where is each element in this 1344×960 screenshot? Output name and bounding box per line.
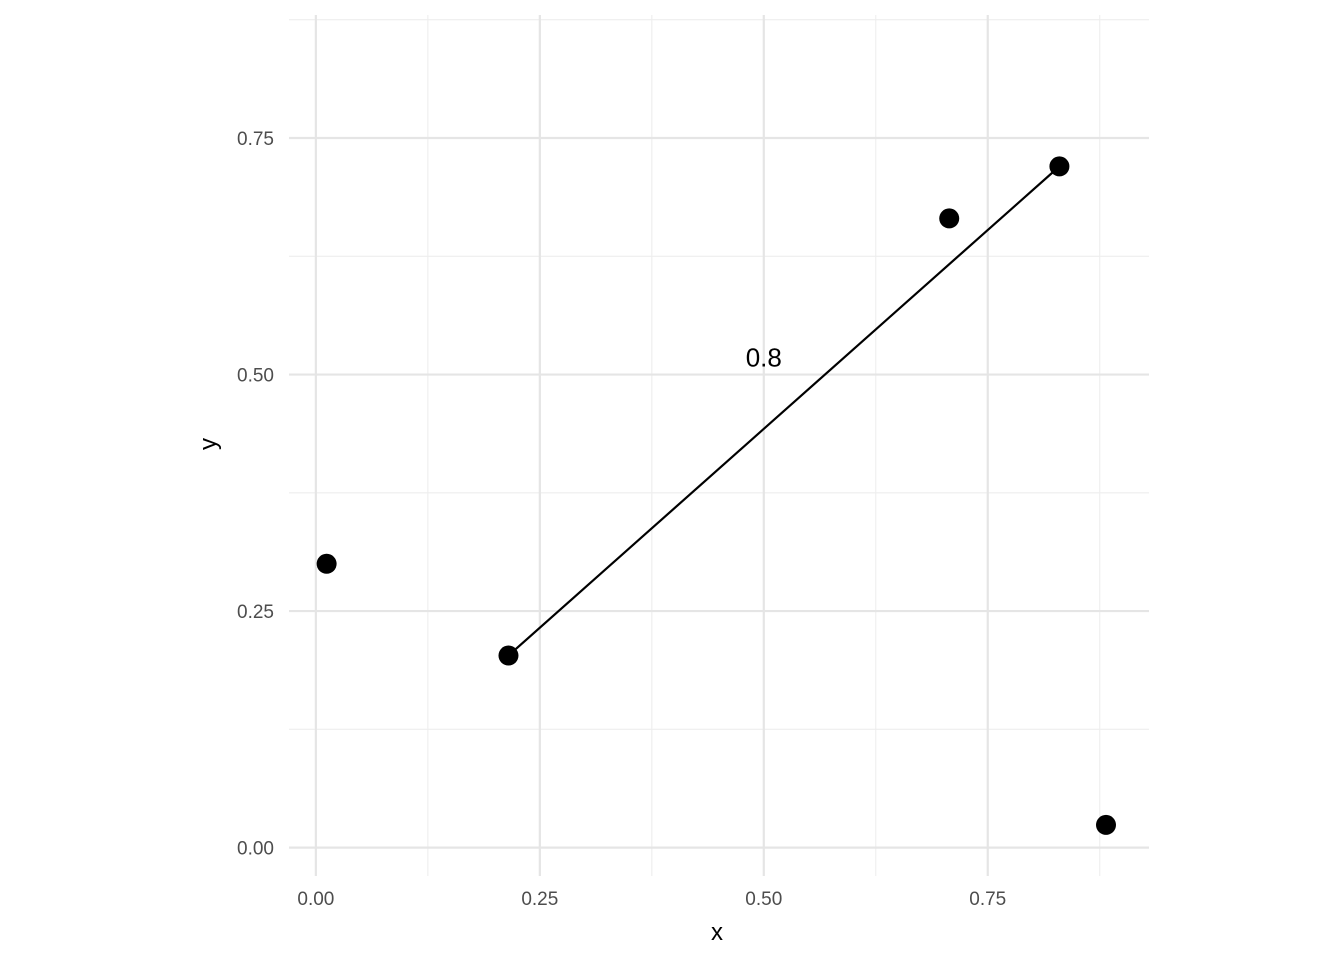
data-point <box>939 208 960 229</box>
data-point <box>1096 814 1116 835</box>
y-tick-label: 0.75 <box>237 129 274 150</box>
x-tick-label: 0.50 <box>745 889 782 910</box>
grid <box>289 15 1149 876</box>
annotation-label: 0.8 <box>746 343 782 373</box>
data-point <box>1049 156 1070 177</box>
y-tick-label: 0.50 <box>237 366 274 387</box>
points-layer <box>316 156 1116 835</box>
data-point <box>316 553 337 574</box>
connecting-segment <box>507 165 1061 657</box>
labels-layer: 0.00 0.25 0.50 0.75 0.00 0.25 0.50 0.75 <box>237 129 1006 910</box>
y-tick-label: 0.00 <box>237 839 274 860</box>
y-axis-title: y <box>195 438 222 450</box>
x-tick-label: 0.75 <box>969 889 1006 910</box>
x-tick-label: 0.00 <box>297 889 334 910</box>
segment-layer <box>507 165 1061 657</box>
y-tick-label: 0.25 <box>237 602 274 623</box>
x-tick-label: 0.25 <box>521 889 558 910</box>
x-axis-title: x <box>711 919 723 946</box>
data-point <box>498 645 519 666</box>
